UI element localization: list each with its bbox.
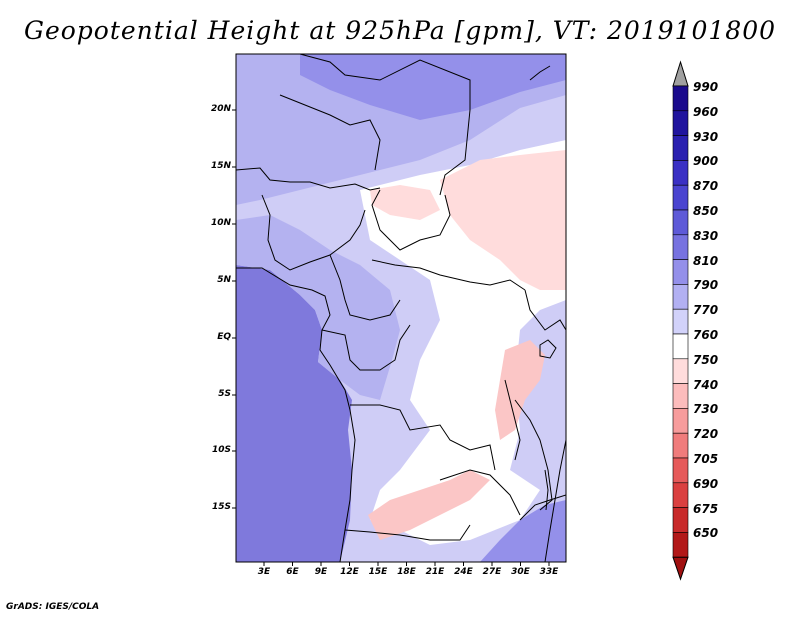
- colorbar-segment: [672, 234, 689, 260]
- lat-label: 20N: [210, 104, 231, 114]
- colorbar-segment: [672, 333, 689, 360]
- colorbar-segment: [672, 408, 689, 434]
- lat-label: 10S: [211, 445, 231, 455]
- lat-label: EQ: [217, 332, 231, 342]
- colorbar-level-label: 740: [693, 377, 719, 392]
- lake-victoria: [539, 339, 557, 359]
- border-mozambique: [519, 494, 566, 521]
- border-chad-car: [371, 189, 451, 251]
- map-title: Geopotential Height at 925hPa [gpm], VT:…: [23, 16, 777, 45]
- colorbar-segment: [672, 85, 689, 112]
- colorbar-segment: [672, 184, 689, 211]
- lon-label: 24E: [454, 567, 473, 577]
- lake-tanganyika: [504, 379, 521, 461]
- border-drc-angola: [350, 404, 496, 471]
- colorbar-segment: [672, 482, 689, 508]
- border-tanzania: [514, 399, 553, 511]
- colorbar-level-label: 675: [693, 501, 719, 516]
- lat-label: 5N: [217, 275, 231, 285]
- border-north-1: [299, 54, 471, 110]
- colorbar-segment: [672, 532, 689, 558]
- border-nigeria: [261, 194, 366, 271]
- colorbar-level-label: 705: [693, 452, 719, 466]
- colorbar-over-triangle: [672, 60, 689, 87]
- colorbar-segment: [672, 284, 689, 310]
- lon-label: 3E: [257, 567, 271, 577]
- colorbar-segment: [672, 432, 689, 459]
- colorbar-segment: [672, 160, 689, 186]
- lat-label: 15N: [210, 161, 231, 171]
- lake-malawi: [544, 469, 549, 511]
- border-mali-niger: [279, 94, 381, 171]
- lon-label: 33E: [539, 567, 559, 577]
- lat-label: 10N: [210, 218, 231, 228]
- colorbar-segment: [672, 308, 689, 335]
- axis-ticks: [232, 109, 550, 566]
- colorbar-level-label: 810: [693, 253, 719, 268]
- colorbar-segment: [672, 457, 689, 484]
- grads-credit: GrADS: IGES/COLA: [6, 602, 100, 612]
- colorbar-level-label: 690: [693, 476, 719, 491]
- east-lakes-pink: [495, 340, 545, 440]
- colorbar-segment: [672, 383, 689, 409]
- colorbar-segment: [672, 135, 689, 161]
- lon-label: 21E: [425, 567, 445, 577]
- colorbar-segment: [672, 507, 689, 533]
- border-car-drc: [371, 259, 526, 291]
- coast-east: [544, 439, 566, 562]
- colorbar-level-label: 730: [693, 402, 719, 417]
- colorbar-level-label: 850: [693, 204, 719, 218]
- colorbar-level-label: 650: [693, 526, 719, 541]
- colorbar-level-label: 900: [693, 154, 719, 169]
- shaded-field: [236, 54, 566, 562]
- colorbar-level-label: 760: [693, 328, 719, 342]
- colorbar-level-label: 750: [693, 352, 719, 367]
- colorbar: [672, 60, 689, 581]
- lon-label: 12E: [340, 567, 359, 577]
- border-east-africa: [524, 289, 566, 331]
- lon-label: 30E: [511, 567, 530, 577]
- border-cameroon: [329, 254, 401, 321]
- lon-label: 9E: [314, 567, 328, 577]
- low-pink-region: [440, 150, 566, 290]
- colorbar-level-label: 870: [693, 179, 719, 194]
- colorbar-level-label: 990: [693, 80, 719, 94]
- lon-label: 18E: [397, 567, 416, 577]
- red-sea-coast: [529, 65, 551, 81]
- coastline: [236, 267, 356, 562]
- colorbar-level-label: 720: [693, 427, 719, 442]
- lat-label: 15S: [211, 502, 231, 512]
- colorbar-level-label: 930: [693, 129, 719, 144]
- low-pink-small: [370, 185, 440, 220]
- north-deep-shade: [300, 54, 566, 120]
- lon-label: 27E: [482, 567, 502, 577]
- lon-label: 15E: [368, 567, 388, 577]
- border-gabon-congo: [321, 324, 411, 371]
- border-angola-south: [344, 524, 471, 541]
- border-sudan-west: [439, 109, 471, 196]
- border-north-2: [236, 167, 381, 191]
- colorbar-under-triangle: [672, 556, 689, 581]
- colorbar-segment: [672, 110, 689, 136]
- colorbar-level-label: 790: [693, 278, 719, 293]
- south-pink-region: [368, 470, 490, 540]
- colorbar-segment: [672, 259, 689, 285]
- colorbar-level-label: 830: [693, 228, 719, 243]
- map-frame: [235, 53, 567, 563]
- southeast-deep-shade: [480, 500, 566, 562]
- border-zambia: [439, 469, 521, 516]
- lon-label: 6E: [286, 567, 299, 577]
- colorbar-level-label: 960: [693, 104, 719, 119]
- colorbar-segment: [672, 358, 689, 384]
- lat-label: 5S: [218, 389, 231, 399]
- colorbar-level-label: 770: [693, 303, 719, 318]
- colorbar-segment: [672, 209, 689, 236]
- country-borders: [236, 54, 566, 562]
